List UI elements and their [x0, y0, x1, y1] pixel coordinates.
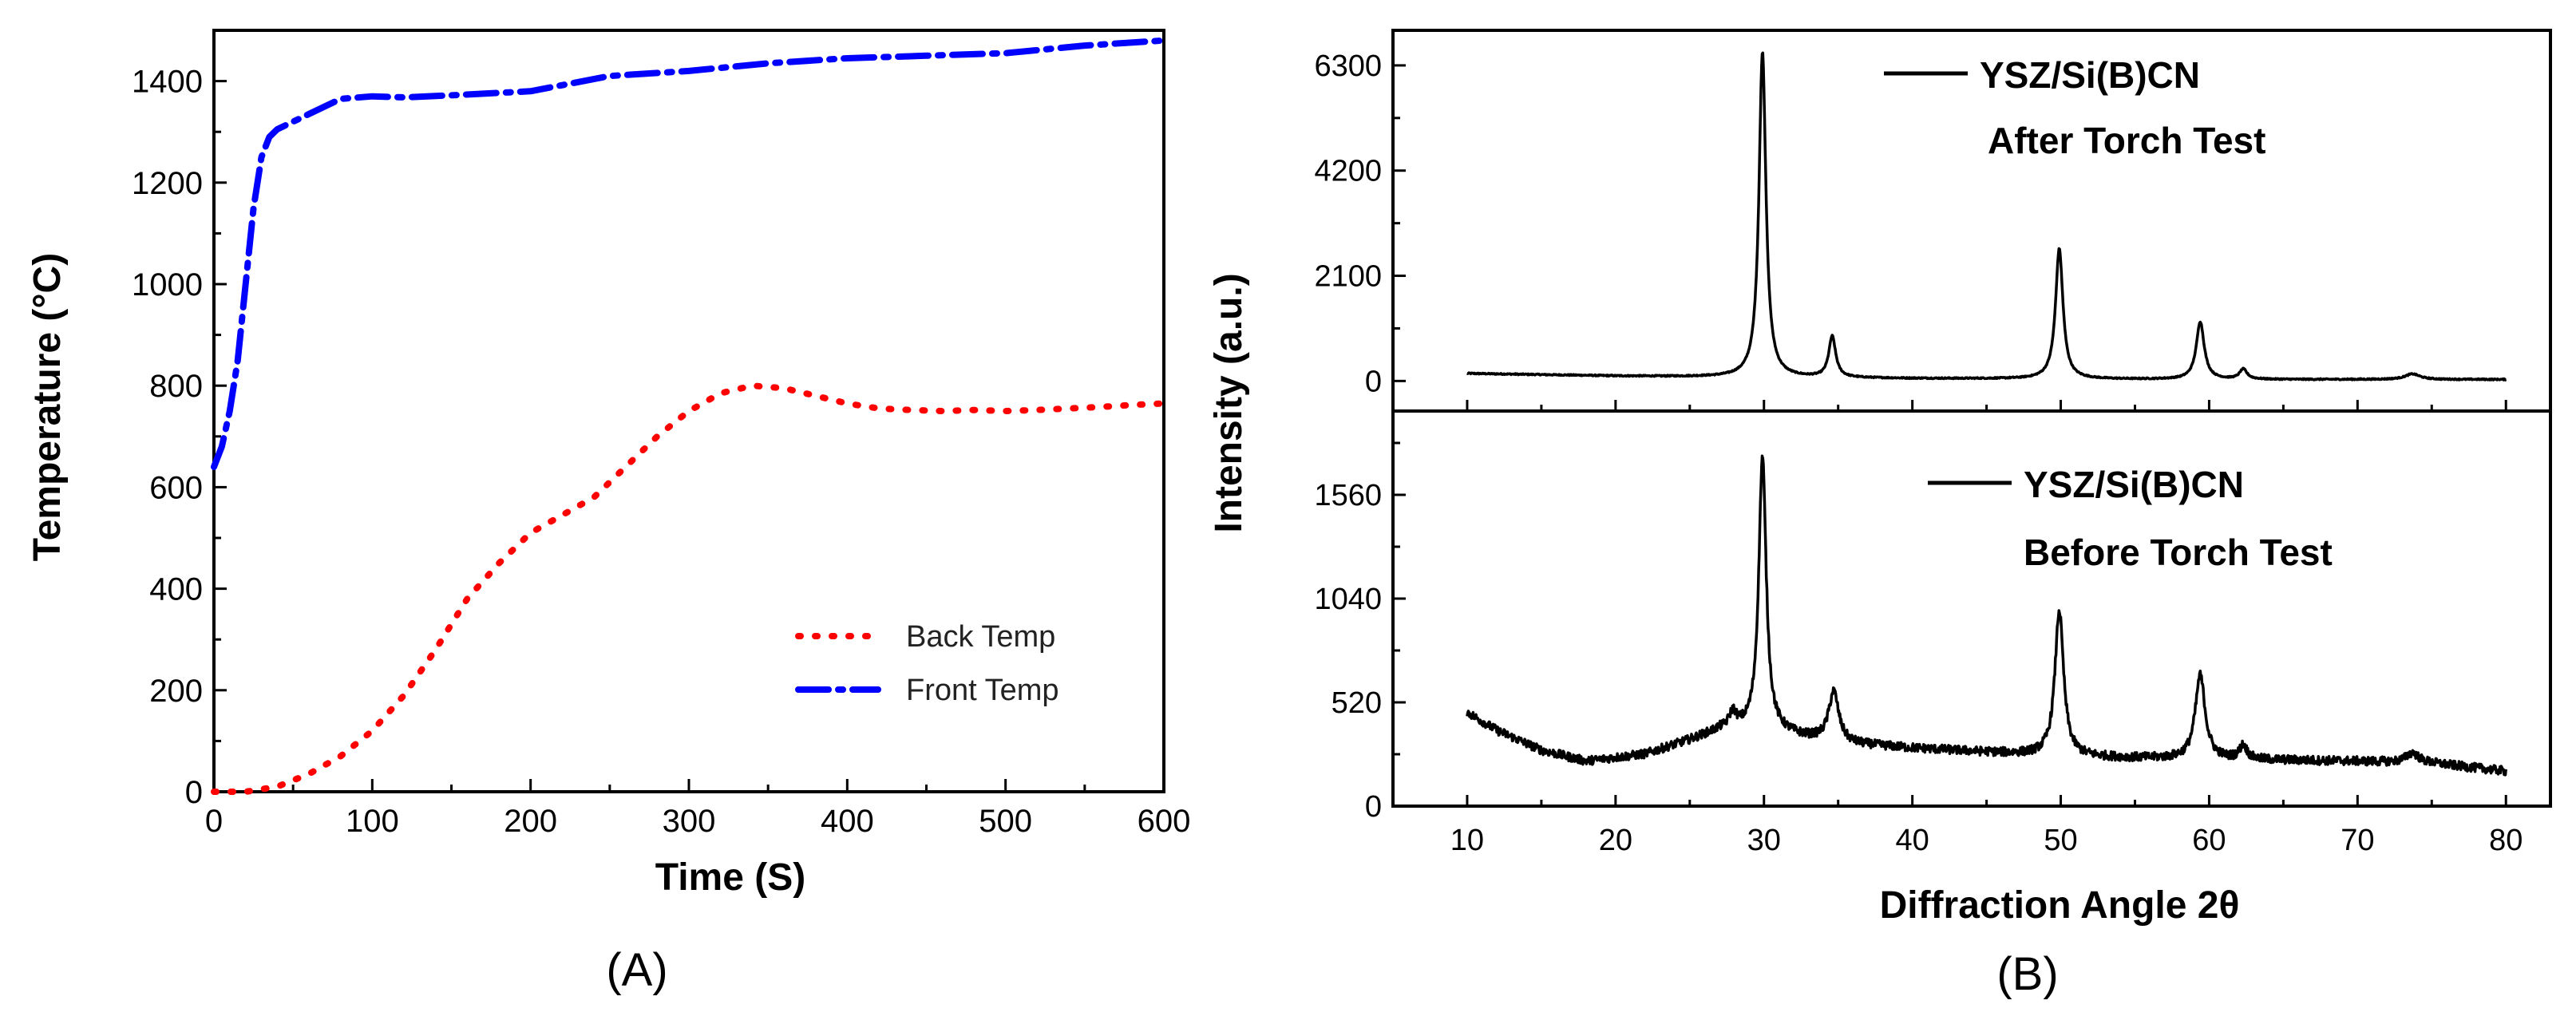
- panel-b-bottom-label-line2: Before Torch Test: [2024, 532, 2333, 573]
- panel-a-legend: Back Temp Front Temp: [795, 620, 1058, 707]
- panel-a-series-line-front-temp: [211, 37, 1167, 470]
- panel-b-series: [1466, 51, 2507, 777]
- panel-a-y-tick-label: 1000: [132, 267, 203, 302]
- panel-b-x-tick-label: 30: [1747, 824, 1781, 857]
- panel-b-x-tick-label: 60: [2192, 824, 2226, 857]
- panel-a-y-tick-label: 600: [149, 470, 203, 505]
- panel-b-y-tick-label: 6300: [1314, 49, 1382, 83]
- panel-a-y-tick-label: 0: [185, 775, 203, 810]
- panel-a-axes: 0 100 200 300 400 500 600 0 200 400 600 800 1000 1200…: [132, 29, 1191, 839]
- panel-b-x-tick-label: 40: [1896, 824, 1929, 857]
- panel-b-x-axis-title: Diffraction Angle 2θ: [1880, 884, 2240, 927]
- panel-b-pattern-before-torch: [1466, 454, 2507, 777]
- panel-b-y-axis-title: Intensity (a.u.): [1208, 273, 1250, 532]
- panel-a-x-tick-label: 0: [205, 804, 223, 839]
- panel-a-x-tick-label: 200: [504, 804, 557, 839]
- panel-b-subplot-frame: [1391, 29, 2552, 413]
- panel-b-y-tick-label: 0: [1365, 365, 1382, 398]
- panel-a-series: [211, 37, 1167, 795]
- panel-b-y-tick-label: 1560: [1314, 479, 1382, 512]
- panel-a-y-tick-label: 200: [149, 674, 203, 709]
- panel-b-x-tick-label: 10: [1450, 824, 1484, 857]
- panel-b-pattern-after-torch: [1466, 51, 2507, 382]
- panel-a-x-tick-label: 500: [979, 804, 1032, 839]
- panel-a-y-tick-label: 400: [149, 572, 203, 607]
- panel-b-y-tick-label: 4200: [1314, 155, 1382, 188]
- panel-b-x-tick-label: 80: [2489, 824, 2523, 857]
- panel-a-series-line-back-temp: [211, 382, 1167, 795]
- panel-b-x-tick-label: 50: [2044, 824, 2077, 857]
- panel-b-x-tick-label: 20: [1599, 824, 1632, 857]
- panel-a-label: (A): [606, 944, 667, 996]
- panel-a-y-tick-label: 1200: [132, 166, 203, 201]
- panel-b-x-tick-label: 70: [2341, 824, 2374, 857]
- panel-a-legend-label: Back Temp: [906, 620, 1055, 654]
- panel-a-y-tick-label: 800: [149, 369, 203, 404]
- panel-b-subplot-frame: [1391, 409, 2552, 808]
- panel-b-top-label-line2: After Torch Test: [1988, 120, 2265, 161]
- panel-b-y-tick-label: 0: [1365, 790, 1382, 824]
- panel-a-x-tick-label: 400: [821, 804, 874, 839]
- panel-b-label: (B): [1996, 948, 2058, 1000]
- panel-a-x-tick-label: 100: [346, 804, 399, 839]
- panel-a-x-tick-label: 300: [663, 804, 716, 839]
- panel-b-top-label-line1: YSZ/Si(B)CN: [1980, 54, 2200, 96]
- panel-a-y-tick-label: 1400: [132, 65, 203, 100]
- panel-b-y-tick-label: 2100: [1314, 260, 1382, 294]
- panel-b-bottom-label-line1: YSZ/Si(B)CN: [2024, 464, 2244, 505]
- panel-a-x-tick-label: 600: [1138, 804, 1191, 839]
- panel-b-y-tick-label: 520: [1332, 686, 1382, 720]
- panel-b-y-tick-label: 1040: [1314, 583, 1382, 616]
- panel-a-legend-label: Front Temp: [906, 674, 1058, 707]
- panel-a-y-axis-title: Temperature (°C): [26, 253, 69, 561]
- panel-a-x-axis-title: Time (S): [655, 856, 805, 899]
- panel-b-axes: 0 2100 4200 6300 0 520 1040 1560 10 20 30 40 50 60 70 8…: [1314, 29, 2552, 857]
